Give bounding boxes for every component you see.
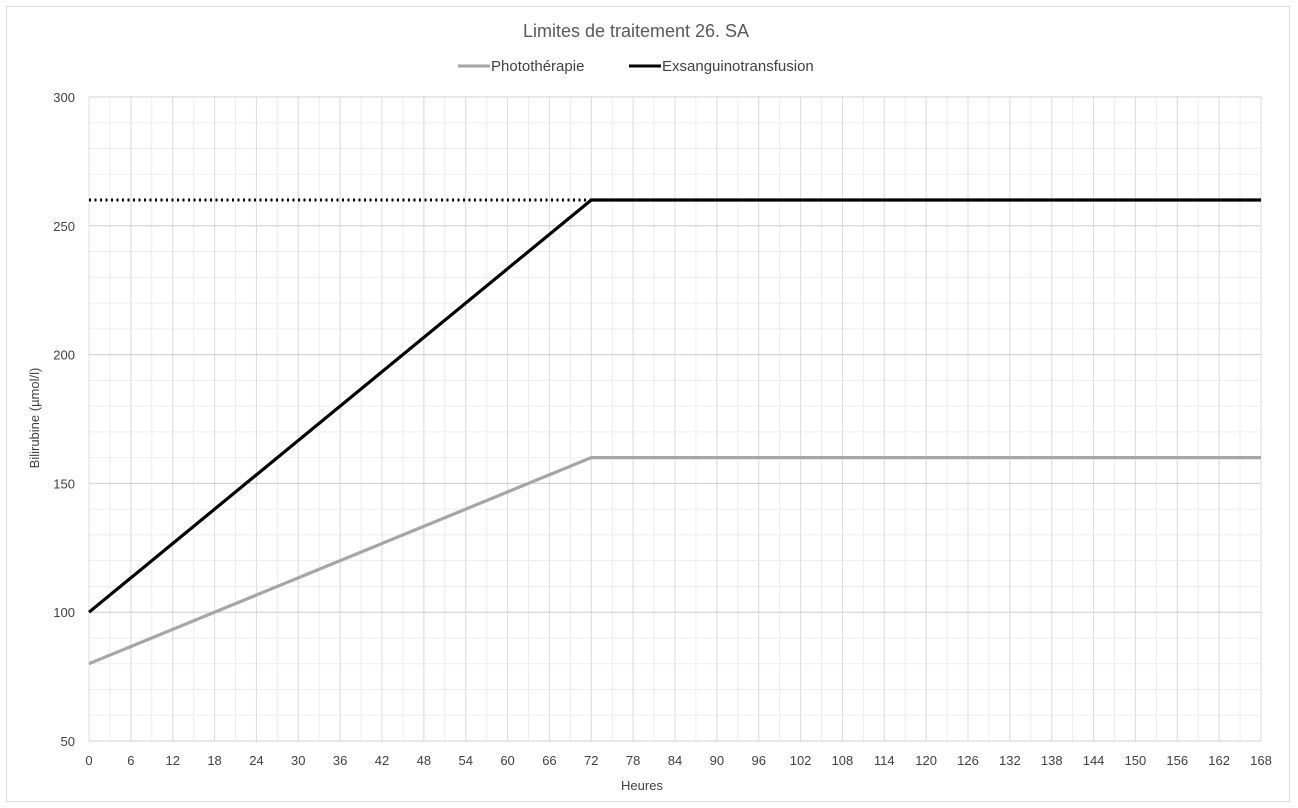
x-axis-title: Heures <box>621 778 663 793</box>
x-tick-label: 90 <box>710 753 724 768</box>
x-tick-label: 24 <box>249 753 263 768</box>
y-tick-label: 200 <box>53 348 75 363</box>
x-tick-label: 48 <box>417 753 431 768</box>
y-tick-label: 300 <box>53 90 75 105</box>
x-tick-label: 102 <box>790 753 812 768</box>
x-tick-label: 54 <box>458 753 472 768</box>
x-tick-label: 6 <box>127 753 134 768</box>
y-tick-label: 50 <box>61 734 75 749</box>
x-tick-label: 156 <box>1166 753 1188 768</box>
x-tick-label: 132 <box>999 753 1021 768</box>
chart-title: Limites de traitement 26. SA <box>523 21 749 41</box>
x-tick-label: 30 <box>291 753 305 768</box>
x-tick-label: 66 <box>542 753 556 768</box>
x-tick-label: 78 <box>626 753 640 768</box>
y-tick-label: 150 <box>53 476 75 491</box>
tick-labels: 0 6 12 18 24 30 36 42 48 54 60 66 72 78 84 90 96 102 108 11… <box>53 90 1272 768</box>
x-tick-label: 168 <box>1250 753 1272 768</box>
x-tick-label: 120 <box>915 753 937 768</box>
major-grid <box>89 97 1261 741</box>
x-tick-label: 114 <box>874 753 895 768</box>
legend-label-exsanguinotransfusion: Exsanguinotransfusion <box>662 58 814 75</box>
x-tick-label: 60 <box>500 753 514 768</box>
x-tick-label: 126 <box>957 753 979 768</box>
x-tick-label: 150 <box>1125 753 1147 768</box>
x-tick-label: 138 <box>1041 753 1063 768</box>
x-tick-label: 0 <box>85 753 92 768</box>
legend-label-phototherapie: Photothérapie <box>491 58 584 75</box>
x-tick-label: 18 <box>207 753 221 768</box>
x-tick-label: 84 <box>668 753 682 768</box>
y-tick-label: 250 <box>53 219 75 234</box>
x-tick-label: 12 <box>165 753 179 768</box>
x-tick-label: 36 <box>333 753 347 768</box>
y-tick-label: 100 <box>53 605 75 620</box>
y-axis-title: Bilirubine (µmol/l) <box>27 368 42 469</box>
x-tick-label: 108 <box>832 753 854 768</box>
x-tick-label: 72 <box>584 753 598 768</box>
x-tick-label: 144 <box>1083 753 1105 768</box>
x-tick-label: 42 <box>375 753 389 768</box>
x-tick-label: 96 <box>751 753 765 768</box>
legend: Photothérapie Exsanguinotransfusion <box>458 58 814 75</box>
x-tick-label: 162 <box>1208 753 1230 768</box>
